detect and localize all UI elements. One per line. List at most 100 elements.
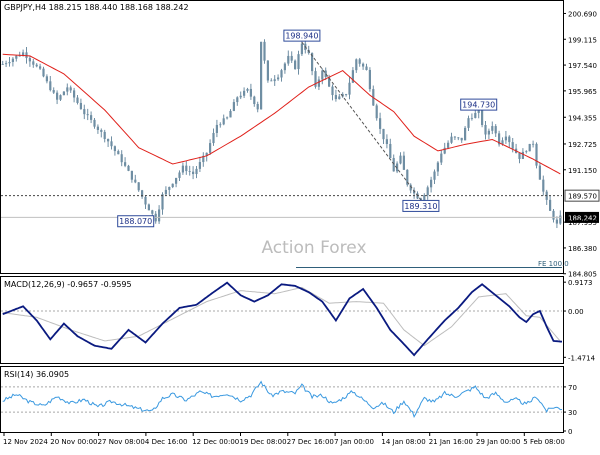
candle-body: [413, 190, 416, 194]
candle-body: [311, 53, 314, 72]
candle-body: [379, 118, 382, 129]
candle-body: [552, 210, 555, 220]
candle-body: [396, 163, 399, 172]
candle-body: [528, 143, 531, 152]
candle-body: [538, 165, 541, 180]
candle-body: [392, 158, 395, 172]
candle-body: [321, 70, 324, 80]
time-tick-label: 19 Dec 08:00: [240, 438, 287, 446]
candle-body: [287, 55, 290, 64]
macd-tick-label: -1.4714: [568, 354, 596, 362]
candle-body: [42, 68, 45, 77]
candle-body: [426, 187, 429, 196]
price-tick-label: 199.115: [568, 36, 597, 44]
price-tick-label: 197.540: [568, 62, 597, 70]
candle-body: [239, 95, 242, 98]
time-tick-label: 20 Nov 00:00: [50, 438, 97, 446]
candle-body: [56, 92, 59, 100]
candle-body: [260, 41, 263, 110]
macd-main-line: [2, 281, 562, 357]
candle-body: [195, 168, 198, 175]
candle-body: [487, 130, 490, 135]
candle-body: [73, 90, 76, 98]
candle-body: [498, 133, 501, 145]
candle-body: [219, 124, 222, 126]
candle-body: [263, 41, 266, 61]
candle-body: [266, 60, 269, 81]
macd-layer: [1, 281, 562, 357]
rsi-tick-label: 0: [568, 428, 572, 436]
price-label-0: 198.940: [285, 32, 318, 41]
candle-body: [209, 143, 212, 153]
candle-body: [188, 171, 191, 172]
candle-body: [443, 147, 446, 154]
candle-body: [15, 55, 18, 59]
candle-body: [334, 95, 337, 100]
candle-body: [348, 82, 351, 95]
candle-body: [511, 142, 514, 149]
candle-body: [141, 190, 144, 197]
candle-body: [494, 126, 497, 134]
price-tick-label: 186.380: [568, 245, 597, 253]
candle-body: [433, 171, 436, 180]
candle-body: [402, 155, 405, 170]
candle-body: [270, 80, 273, 82]
macd-tick-label: 0.9173: [568, 279, 593, 287]
time-tick-label: 4 Dec 16:00: [145, 438, 188, 446]
price-label-1: 188.070: [119, 217, 152, 226]
candle-body: [246, 88, 249, 91]
price-layer: 198.940 188.070 189.310 194.730: [1, 29, 562, 268]
candle-body: [168, 187, 171, 190]
candle-body: [474, 112, 477, 118]
candle-body: [436, 162, 439, 172]
candle-body: [90, 115, 93, 120]
candle-body: [324, 70, 327, 78]
current-price-label: 188.242: [568, 214, 597, 222]
candle-body: [277, 77, 280, 80]
candle-body: [331, 86, 334, 96]
candle-body: [192, 171, 195, 175]
time-tick-label: 27 Dec 16:00: [287, 438, 334, 446]
candle-body: [406, 169, 409, 185]
price-label-box: [283, 29, 321, 42]
candle-body: [117, 151, 120, 155]
rsi-line: [2, 380, 563, 419]
candle-body: [100, 129, 103, 132]
price-tick-label: 195.965: [568, 88, 597, 96]
price-label-3: 194.730: [462, 101, 495, 110]
rsi-title: RSI(14) 36.0905: [4, 370, 69, 379]
candle-body: [161, 194, 164, 210]
candle-body: [134, 179, 137, 183]
rsi-layer: [1, 380, 563, 419]
candle-body: [171, 183, 174, 188]
candle-body: [389, 143, 392, 159]
watermark: Action Forex: [261, 238, 366, 258]
candle-body: [521, 151, 524, 159]
candle-body: [532, 143, 535, 145]
candle-body: [317, 79, 320, 87]
candle-body: [508, 136, 511, 143]
time-tick-label: 12 Dec 00:00: [192, 438, 239, 446]
candle-body: [236, 97, 239, 103]
trendline: [301, 41, 422, 201]
time-tick-label: 29 Jan 00:00: [476, 438, 520, 446]
candle-body: [409, 184, 412, 191]
candle-body: [69, 87, 72, 91]
candle-body: [549, 199, 552, 211]
candle-body: [351, 70, 354, 83]
candle-body: [45, 76, 48, 82]
price-tick-label: 187.955: [568, 219, 597, 227]
candle-body: [355, 59, 358, 71]
candle-body: [137, 182, 140, 191]
candle-body: [185, 165, 188, 172]
candle-body: [362, 63, 365, 67]
candle-body: [175, 177, 178, 184]
candle-body: [341, 94, 344, 97]
candle-body: [314, 71, 317, 87]
candle-body: [300, 43, 303, 55]
candle-body: [144, 196, 147, 205]
candle-body: [555, 219, 558, 224]
candle-body: [120, 154, 123, 163]
candle-body: [535, 143, 538, 166]
